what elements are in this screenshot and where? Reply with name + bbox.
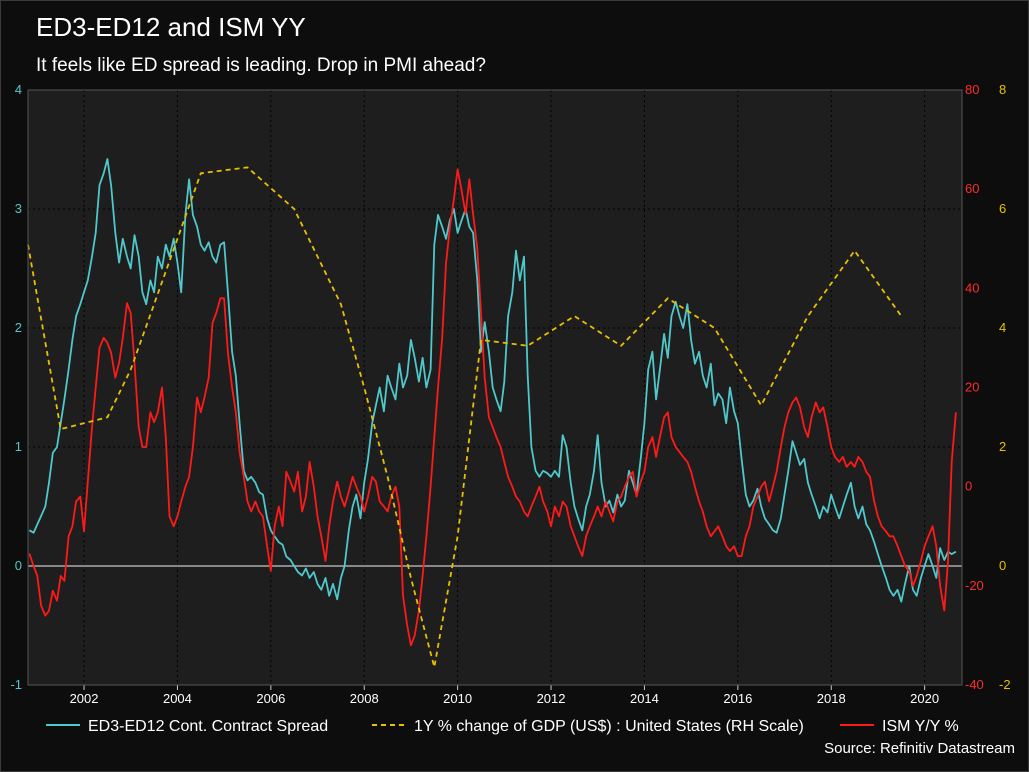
right-gdp-tick-label: 0 <box>999 558 1006 573</box>
left-tick-label: -1 <box>10 677 22 692</box>
series-line-ed-spread <box>28 158 957 603</box>
x-tick-label: 2010 <box>443 691 472 706</box>
legend-label-2: 1Y % change of GDP (US$) : United States… <box>414 718 804 735</box>
right-ism-tick-label: 80 <box>965 82 979 97</box>
right-gdp-tick-label: -2 <box>999 677 1011 692</box>
right-gdp-tick-label: 2 <box>999 439 1006 454</box>
left-tick-label: 1 <box>15 439 22 454</box>
x-tick-label: 2020 <box>910 691 939 706</box>
chart-title: ED3-ED12 and ISM YY <box>36 12 306 42</box>
right-ism-tick-label: 0 <box>965 479 972 494</box>
right-ism-tick-label: 20 <box>965 380 979 395</box>
left-tick-label: 4 <box>15 82 22 97</box>
x-tick-label: 2006 <box>256 691 285 706</box>
x-tick-label: 2008 <box>350 691 379 706</box>
right-ism-tick-label: -20 <box>965 578 984 593</box>
right-ism-tick-label: 60 <box>965 181 979 196</box>
chart-subtitle: It feels like ED spread is leading. Drop… <box>36 55 486 76</box>
left-tick-label: 3 <box>15 201 22 216</box>
legend-label-3: ISM Y/Y % <box>882 718 959 735</box>
right-gdp-tick-label: 8 <box>999 82 1006 97</box>
legend-label-1: ED3-ED12 Cont. Contract Spread <box>88 718 328 735</box>
x-tick-label: 2014 <box>630 691 659 706</box>
left-tick-label: 2 <box>15 320 22 335</box>
series-line-gdp <box>27 166 903 668</box>
source-note: Source: Refinitiv Datastream <box>824 740 1015 757</box>
x-tick-label: 2012 <box>537 691 566 706</box>
right-ism-tick-label: -40 <box>965 677 984 692</box>
right-ism-tick-label: 40 <box>965 280 979 295</box>
x-tick-label: 2002 <box>70 691 99 706</box>
right-gdp-tick-label: 6 <box>999 201 1006 216</box>
plot-border <box>27 89 963 686</box>
series-line-ism <box>28 168 957 647</box>
right-gdp-tick-label: 4 <box>999 320 1006 335</box>
x-tick-label: 2018 <box>817 691 846 706</box>
left-tick-label: 0 <box>15 558 22 573</box>
plot-area <box>28 90 962 685</box>
x-tick-label: 2016 <box>723 691 752 706</box>
x-tick-label: 2004 <box>163 691 192 706</box>
